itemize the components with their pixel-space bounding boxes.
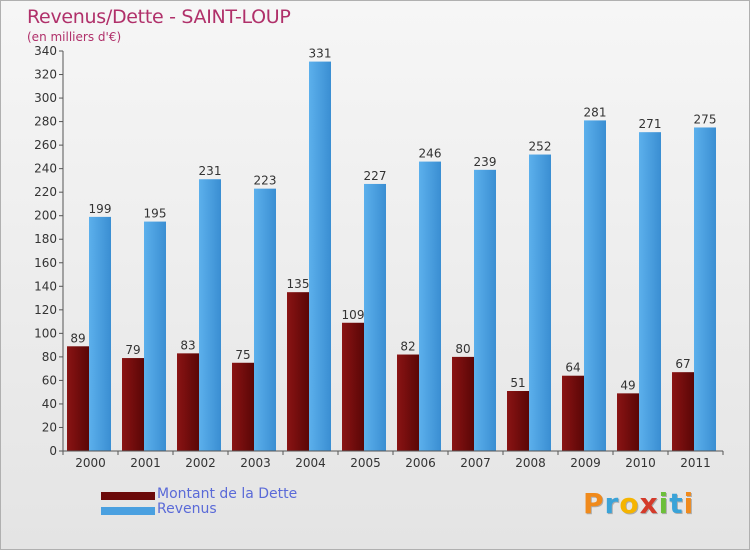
bar-revenus	[89, 216, 111, 451]
data-label-dette: 83	[180, 338, 195, 352]
y-tick-label: 200	[34, 209, 57, 223]
bar-dette	[232, 362, 254, 451]
logo-letter: P	[583, 487, 605, 520]
y-tick-label: 140	[34, 279, 57, 293]
y-tick-label: 120	[34, 303, 57, 317]
bar-dette	[122, 358, 144, 451]
y-tick-label: 260	[34, 138, 57, 152]
bar-revenus	[639, 132, 661, 452]
bar-revenus	[529, 154, 551, 451]
data-label-dette: 64	[565, 361, 580, 375]
x-tick-label: 2005	[350, 456, 381, 470]
legend-label-revenus: Revenus	[157, 501, 217, 517]
y-tick-label: 280	[34, 115, 57, 129]
data-label-revenus: 252	[529, 140, 552, 154]
bar-revenus	[199, 179, 221, 451]
data-label-revenus: 227	[364, 169, 387, 183]
data-label-revenus: 239	[474, 155, 497, 169]
bar-dette	[177, 353, 199, 451]
bar-chart: 0 20 40 60 80 100 120 140 160 180 200 220 240 260 280 3…	[34, 44, 724, 470]
data-label-revenus: 223	[254, 174, 277, 188]
data-label-dette: 82	[400, 340, 415, 354]
bar-revenus	[419, 161, 441, 451]
x-tick-label: 2000	[75, 456, 106, 470]
data-label-dette: 109	[342, 308, 365, 322]
bar-dette	[287, 292, 309, 451]
logo-letter: i	[658, 487, 670, 520]
data-label-revenus: 195	[144, 207, 167, 221]
x-tick-label: 2004	[295, 456, 326, 470]
y-tick-label: 340	[34, 44, 57, 58]
x-tick-label: 2010	[625, 456, 656, 470]
chart-title: Revenus/Dette - SAINT-LOUP	[27, 6, 291, 28]
data-label-revenus: 199	[89, 202, 112, 216]
y-tick-label: 60	[42, 373, 57, 387]
bar-dette	[67, 346, 89, 451]
bar-revenus	[144, 221, 166, 451]
x-tick-label: 2001	[130, 456, 161, 470]
y-tick-label: 320	[34, 68, 57, 82]
data-label-revenus: 331	[309, 47, 332, 61]
bar-dette	[507, 391, 529, 451]
y-tick-label: 220	[34, 185, 57, 199]
bar-revenus	[254, 188, 276, 451]
logo-letter: i	[683, 487, 695, 520]
y-tick-label: 20	[42, 420, 57, 434]
bar-dette	[342, 322, 364, 451]
x-tick-label: 2006	[405, 456, 436, 470]
logo-letter: o	[619, 487, 640, 520]
y-tick-label: 40	[42, 397, 57, 411]
data-label-revenus: 231	[199, 164, 222, 178]
bar-dette	[562, 375, 584, 451]
bar-dette	[672, 372, 694, 451]
y-tick-label: 240	[34, 162, 57, 176]
x-tick-label: 2007	[460, 456, 491, 470]
x-tick-label: 2008	[515, 456, 546, 470]
y-tick-label: 300	[34, 91, 57, 105]
data-label-dette: 135	[287, 277, 310, 291]
data-label-revenus: 271	[639, 117, 662, 131]
bar-revenus	[694, 127, 716, 452]
data-label-dette: 79	[125, 343, 140, 357]
bar-revenus	[584, 120, 606, 451]
logo-letter: t	[669, 487, 684, 520]
legend-label-dette: Montant de la Dette	[157, 486, 298, 502]
bar-dette	[397, 354, 419, 451]
legend-swatch-dette	[101, 492, 155, 500]
data-label-dette: 75	[235, 348, 250, 362]
y-tick-label: 100	[34, 326, 57, 340]
y-tick-label: 80	[42, 350, 57, 364]
data-label-dette: 89	[70, 331, 85, 345]
y-tick-label: 160	[34, 256, 57, 270]
x-tick-label: 2011	[680, 456, 711, 470]
data-label-dette: 51	[510, 376, 525, 390]
x-tick-label: 2003	[240, 456, 271, 470]
bar-revenus	[474, 169, 496, 451]
logo-letter: x	[639, 487, 659, 520]
legend-swatch-revenus	[101, 507, 155, 515]
chart-subtitle: (en milliers d'€)	[27, 30, 122, 44]
bar-revenus	[364, 183, 386, 452]
y-tick-label: 0	[49, 444, 57, 458]
proxiti-logo: Proxiti	[583, 487, 694, 520]
y-tick-label: 180	[34, 232, 57, 246]
data-label-dette: 80	[455, 342, 470, 356]
bar-dette	[452, 356, 474, 451]
data-label-revenus: 275	[694, 112, 717, 126]
data-label-revenus: 281	[584, 105, 607, 119]
logo-letter: r	[604, 487, 620, 520]
data-label-dette: 49	[620, 378, 635, 392]
x-tick-label: 2002	[185, 456, 216, 470]
bar-revenus	[309, 61, 331, 452]
x-tick-label: 2009	[570, 456, 601, 470]
data-label-revenus: 246	[419, 147, 442, 161]
bar-dette	[617, 393, 639, 451]
data-label-dette: 67	[675, 357, 690, 371]
